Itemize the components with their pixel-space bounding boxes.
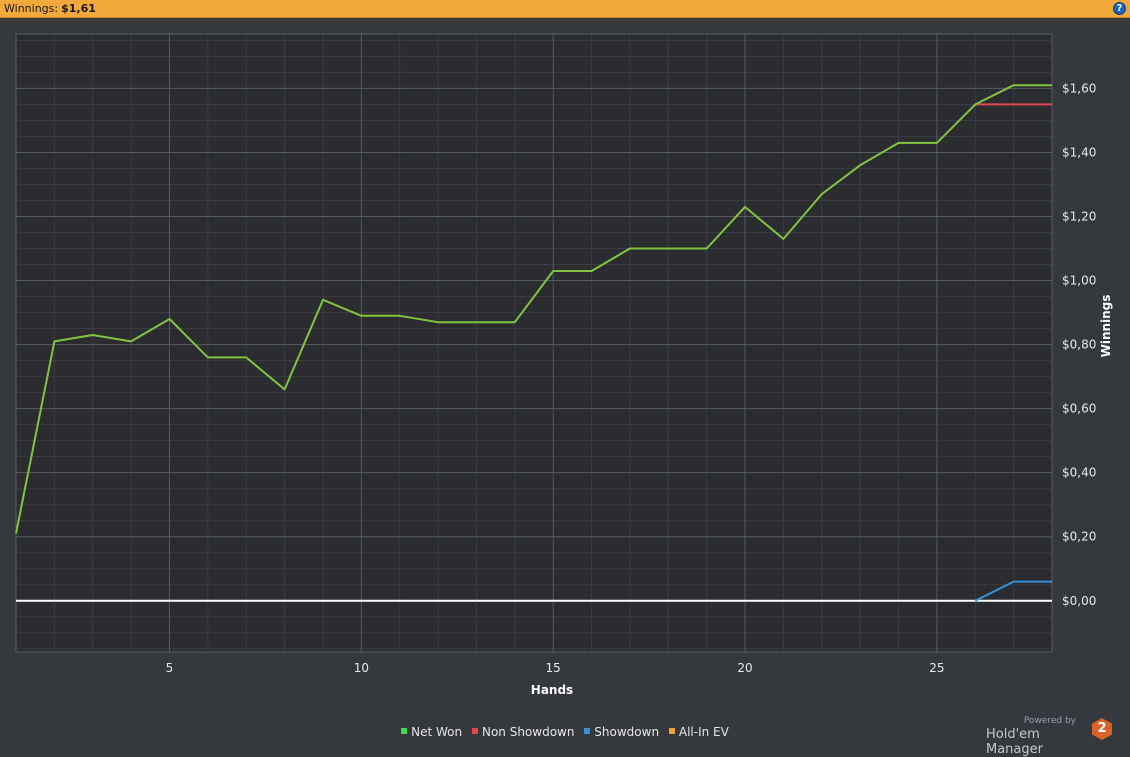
y-axis-title: Winnings (1099, 295, 1113, 358)
y-tick-label: $1,00 (1062, 274, 1096, 288)
y-tick-label: $0,80 (1062, 338, 1096, 352)
plot-area (16, 34, 1052, 652)
hem2-logo-icon: 2 (1092, 718, 1112, 740)
x-tick-label: 10 (354, 661, 369, 675)
legend-label-net-won: Net Won (411, 725, 463, 739)
y-tick-label: $1,60 (1062, 81, 1096, 95)
title-bar: Winnings: $1,61 ? (0, 0, 1130, 18)
winnings-chart: 5 10 15 20 25 $0,00 $0,20 $0,40 $0,60 $0,80 $1,00 $… (15, 33, 1113, 697)
legend-item-net-won[interactable]: Net Won (401, 725, 462, 739)
legend-label-non-showdown: Non Showdown (481, 725, 575, 739)
powered-by-badge: Powered by Hold'em Manager 2 (986, 716, 1116, 757)
legend-swatch-non-showdown (471, 728, 478, 734)
series-line-showdown (974, 580, 1052, 602)
powered-by-text: Powered by (1023, 716, 1076, 726)
y-tick-label: $1,20 (1062, 210, 1096, 224)
x-tick-label: 20 (737, 661, 752, 675)
help-icon[interactable]: ? (1113, 2, 1126, 15)
x-tick-label: 15 (546, 661, 561, 675)
plot-border (15, 33, 1053, 653)
winnings-label: Winnings: (4, 2, 59, 15)
y-tick-label: $0,00 (1062, 594, 1096, 608)
chart-legend: Net Won Non Showdown Showdown All-In EV (0, 725, 1130, 739)
legend-swatch-all-in-ev (668, 728, 675, 734)
legend-label-showdown: Showdown (594, 725, 660, 739)
y-tick-label: $0,20 (1062, 530, 1096, 544)
x-axis-title: Hands (531, 683, 573, 697)
product-name: Hold'em Manager (986, 727, 1043, 757)
series-line-net-won (15, 84, 1052, 534)
y-tick-label: $0,60 (1062, 402, 1096, 416)
winnings-value: $1,61 (61, 2, 96, 15)
y-tick-label: $0,40 (1062, 466, 1096, 480)
x-tick-label: 25 (929, 661, 944, 675)
legend-item-non-showdown[interactable]: Non Showdown (471, 725, 575, 739)
legend-item-showdown[interactable]: Showdown (584, 725, 659, 739)
x-tick-label: 5 (166, 661, 174, 675)
legend-swatch-showdown (584, 728, 591, 734)
legend-swatch-net-won (401, 728, 408, 734)
legend-label-all-in-ev: All-In EV (678, 725, 729, 739)
y-tick-label: $1,40 (1062, 145, 1096, 159)
legend-item-all-in-ev[interactable]: All-In EV (668, 725, 729, 739)
winnings-title: Winnings: $1,61 (4, 2, 96, 16)
